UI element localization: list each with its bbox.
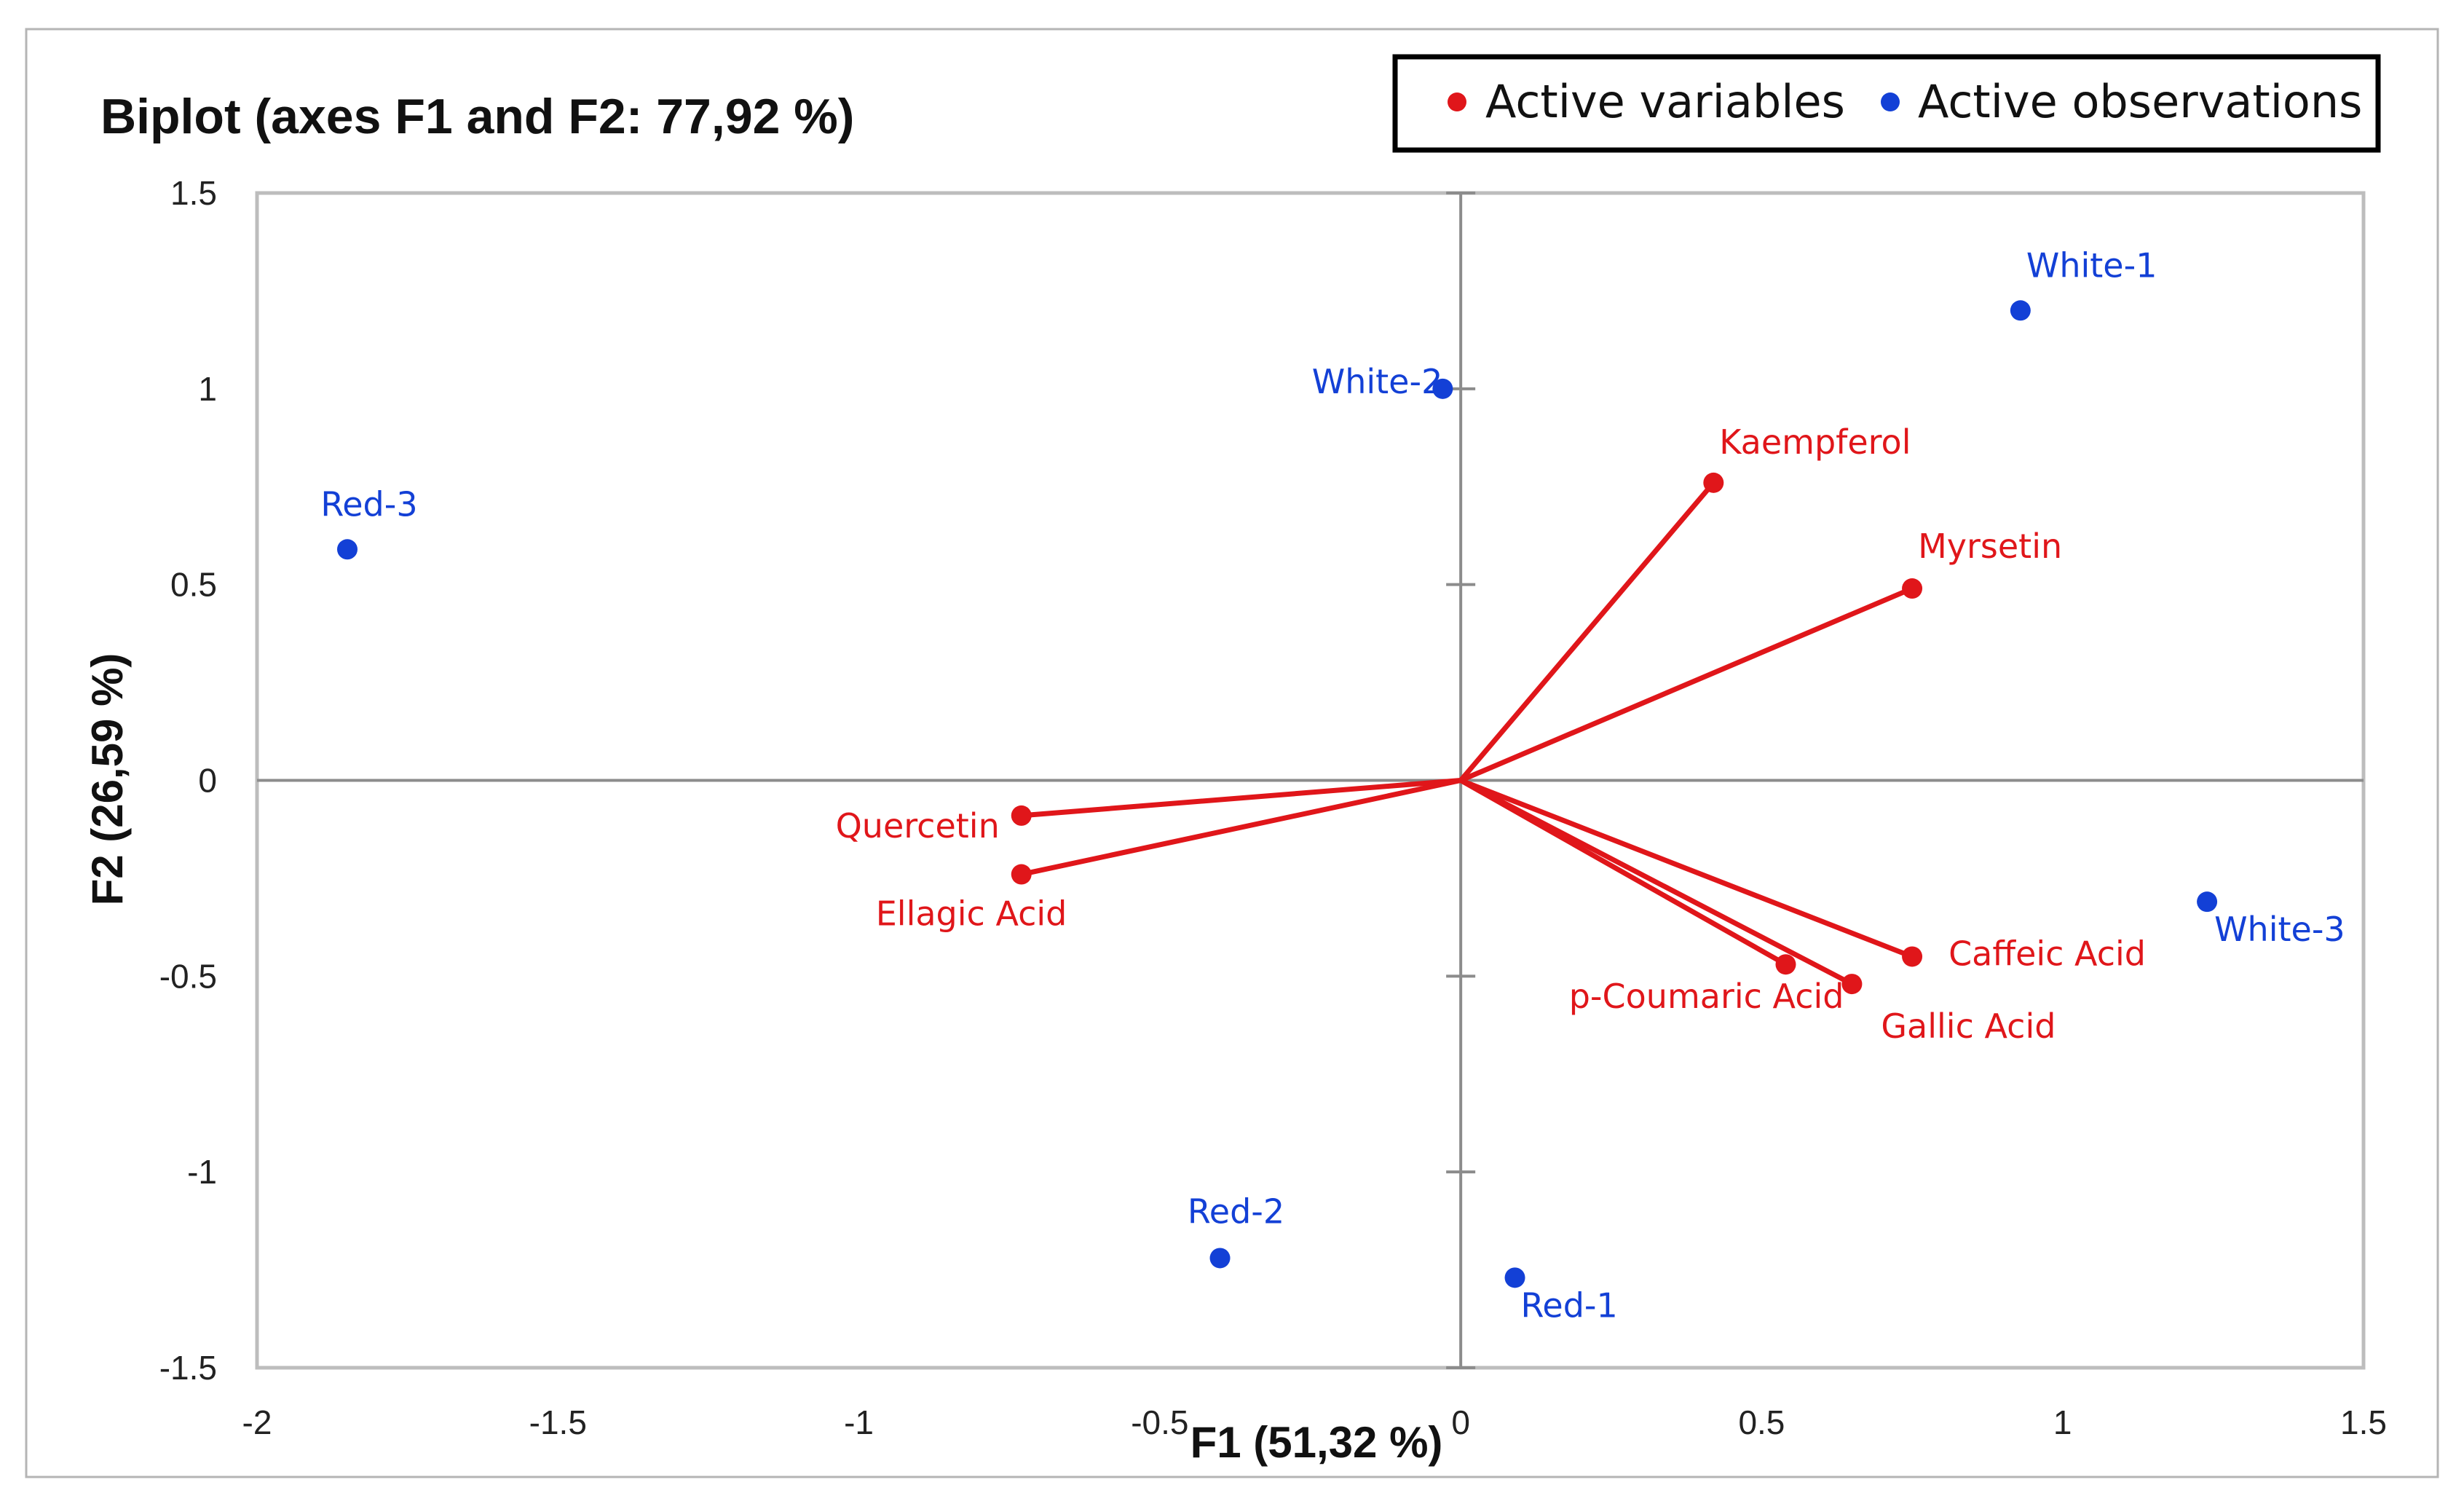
- variable-vector-line: [1458, 586, 1915, 783]
- tick-labels: -2 -1.5 -1 -0.5 0 0.5 1 1.5 1.5 1 0.5 0 -0.5 -1 -1.5: [159, 174, 2387, 1441]
- legend-label-observations: Active observations: [1918, 75, 2362, 128]
- y-axis-title: F2 (26,59 %): [83, 653, 132, 906]
- y-tick-label: 1.5: [170, 174, 217, 212]
- observation-point: [2010, 300, 2031, 321]
- outer-frame: [25, 28, 2439, 1478]
- variable-label: Caffeic Acid: [1948, 934, 2146, 973]
- legend: Active variables Active observations: [1392, 54, 2381, 153]
- variable-vector-point: [1841, 974, 1863, 995]
- legend-marker-observations: [1881, 92, 1900, 111]
- legend-marker-variables: [1448, 92, 1466, 111]
- observation-point: [2197, 891, 2218, 913]
- y-tick-label: 0.5: [170, 566, 217, 604]
- variable-vector-point: [1011, 864, 1032, 885]
- variable-label: Myrsetin: [1918, 527, 2062, 566]
- variable-vector-point: [1011, 805, 1032, 826]
- variable-vector-point: [1775, 954, 1796, 975]
- observation-point: [336, 539, 358, 560]
- observation-point: [1504, 1267, 1525, 1288]
- observation-point: [1432, 378, 1453, 399]
- variable-vector-line: [1019, 778, 1464, 878]
- observation-label: Red-2: [1188, 1191, 1284, 1231]
- variable-label: Quercetin: [836, 806, 1000, 846]
- variable-vector-line: [1458, 778, 1855, 987]
- observation-label: White-2: [1312, 362, 1443, 401]
- observation-label: Red-3: [320, 484, 417, 524]
- variable-vector-point: [1902, 946, 1923, 967]
- variable-label: Gallic Acid: [1881, 1007, 2056, 1046]
- chart-title: Biplot (axes F1 and F2: 77,92 %): [100, 89, 854, 144]
- x-tick-label: -1.5: [529, 1403, 587, 1441]
- observation-label: White-3: [2214, 910, 2345, 949]
- variable-vector-point: [1703, 472, 1724, 493]
- x-tick-label: 1: [2053, 1403, 2072, 1441]
- x-tick-label: 1.5: [2340, 1403, 2387, 1441]
- variable-vector-line: [1458, 480, 1716, 783]
- x-axis-title: F1 (51,32 %): [1190, 1418, 1443, 1467]
- y-tick-label: 0: [198, 762, 217, 800]
- y-tick-label: -1: [187, 1153, 217, 1191]
- y-tick-label: -0.5: [159, 957, 217, 995]
- y-tick-label: 1: [198, 370, 217, 408]
- variable-label: Ellagic Acid: [876, 894, 1067, 934]
- legend-label-variables: Active variables: [1485, 75, 1845, 128]
- variable-label: Kaempferol: [1719, 422, 1911, 462]
- observation-label: White-1: [2026, 245, 2157, 285]
- y-tick-label: -1.5: [159, 1349, 217, 1387]
- variable-vectors: Kaempferol Myrsetin Quercetin Ellagic Acid C…: [836, 422, 2146, 1046]
- x-tick-label: -1: [844, 1403, 874, 1441]
- x-tick-label: -2: [242, 1403, 272, 1441]
- variable-vector-line: [1019, 778, 1464, 819]
- variable-vector-line: [1458, 778, 1915, 959]
- observation-label: Red-1: [1521, 1285, 1618, 1325]
- observation-points: White-1 White-2 White-3 Red-1 Red-2 Red-3: [320, 245, 2345, 1325]
- x-tick-label: 0: [1451, 1403, 1470, 1441]
- observation-point: [1209, 1248, 1231, 1269]
- variable-label: p-Coumaric Acid: [1569, 977, 1844, 1016]
- variable-vector-point: [1902, 578, 1923, 599]
- x-tick-label: 0.5: [1738, 1403, 1785, 1441]
- x-tick-label: -0.5: [1131, 1403, 1188, 1441]
